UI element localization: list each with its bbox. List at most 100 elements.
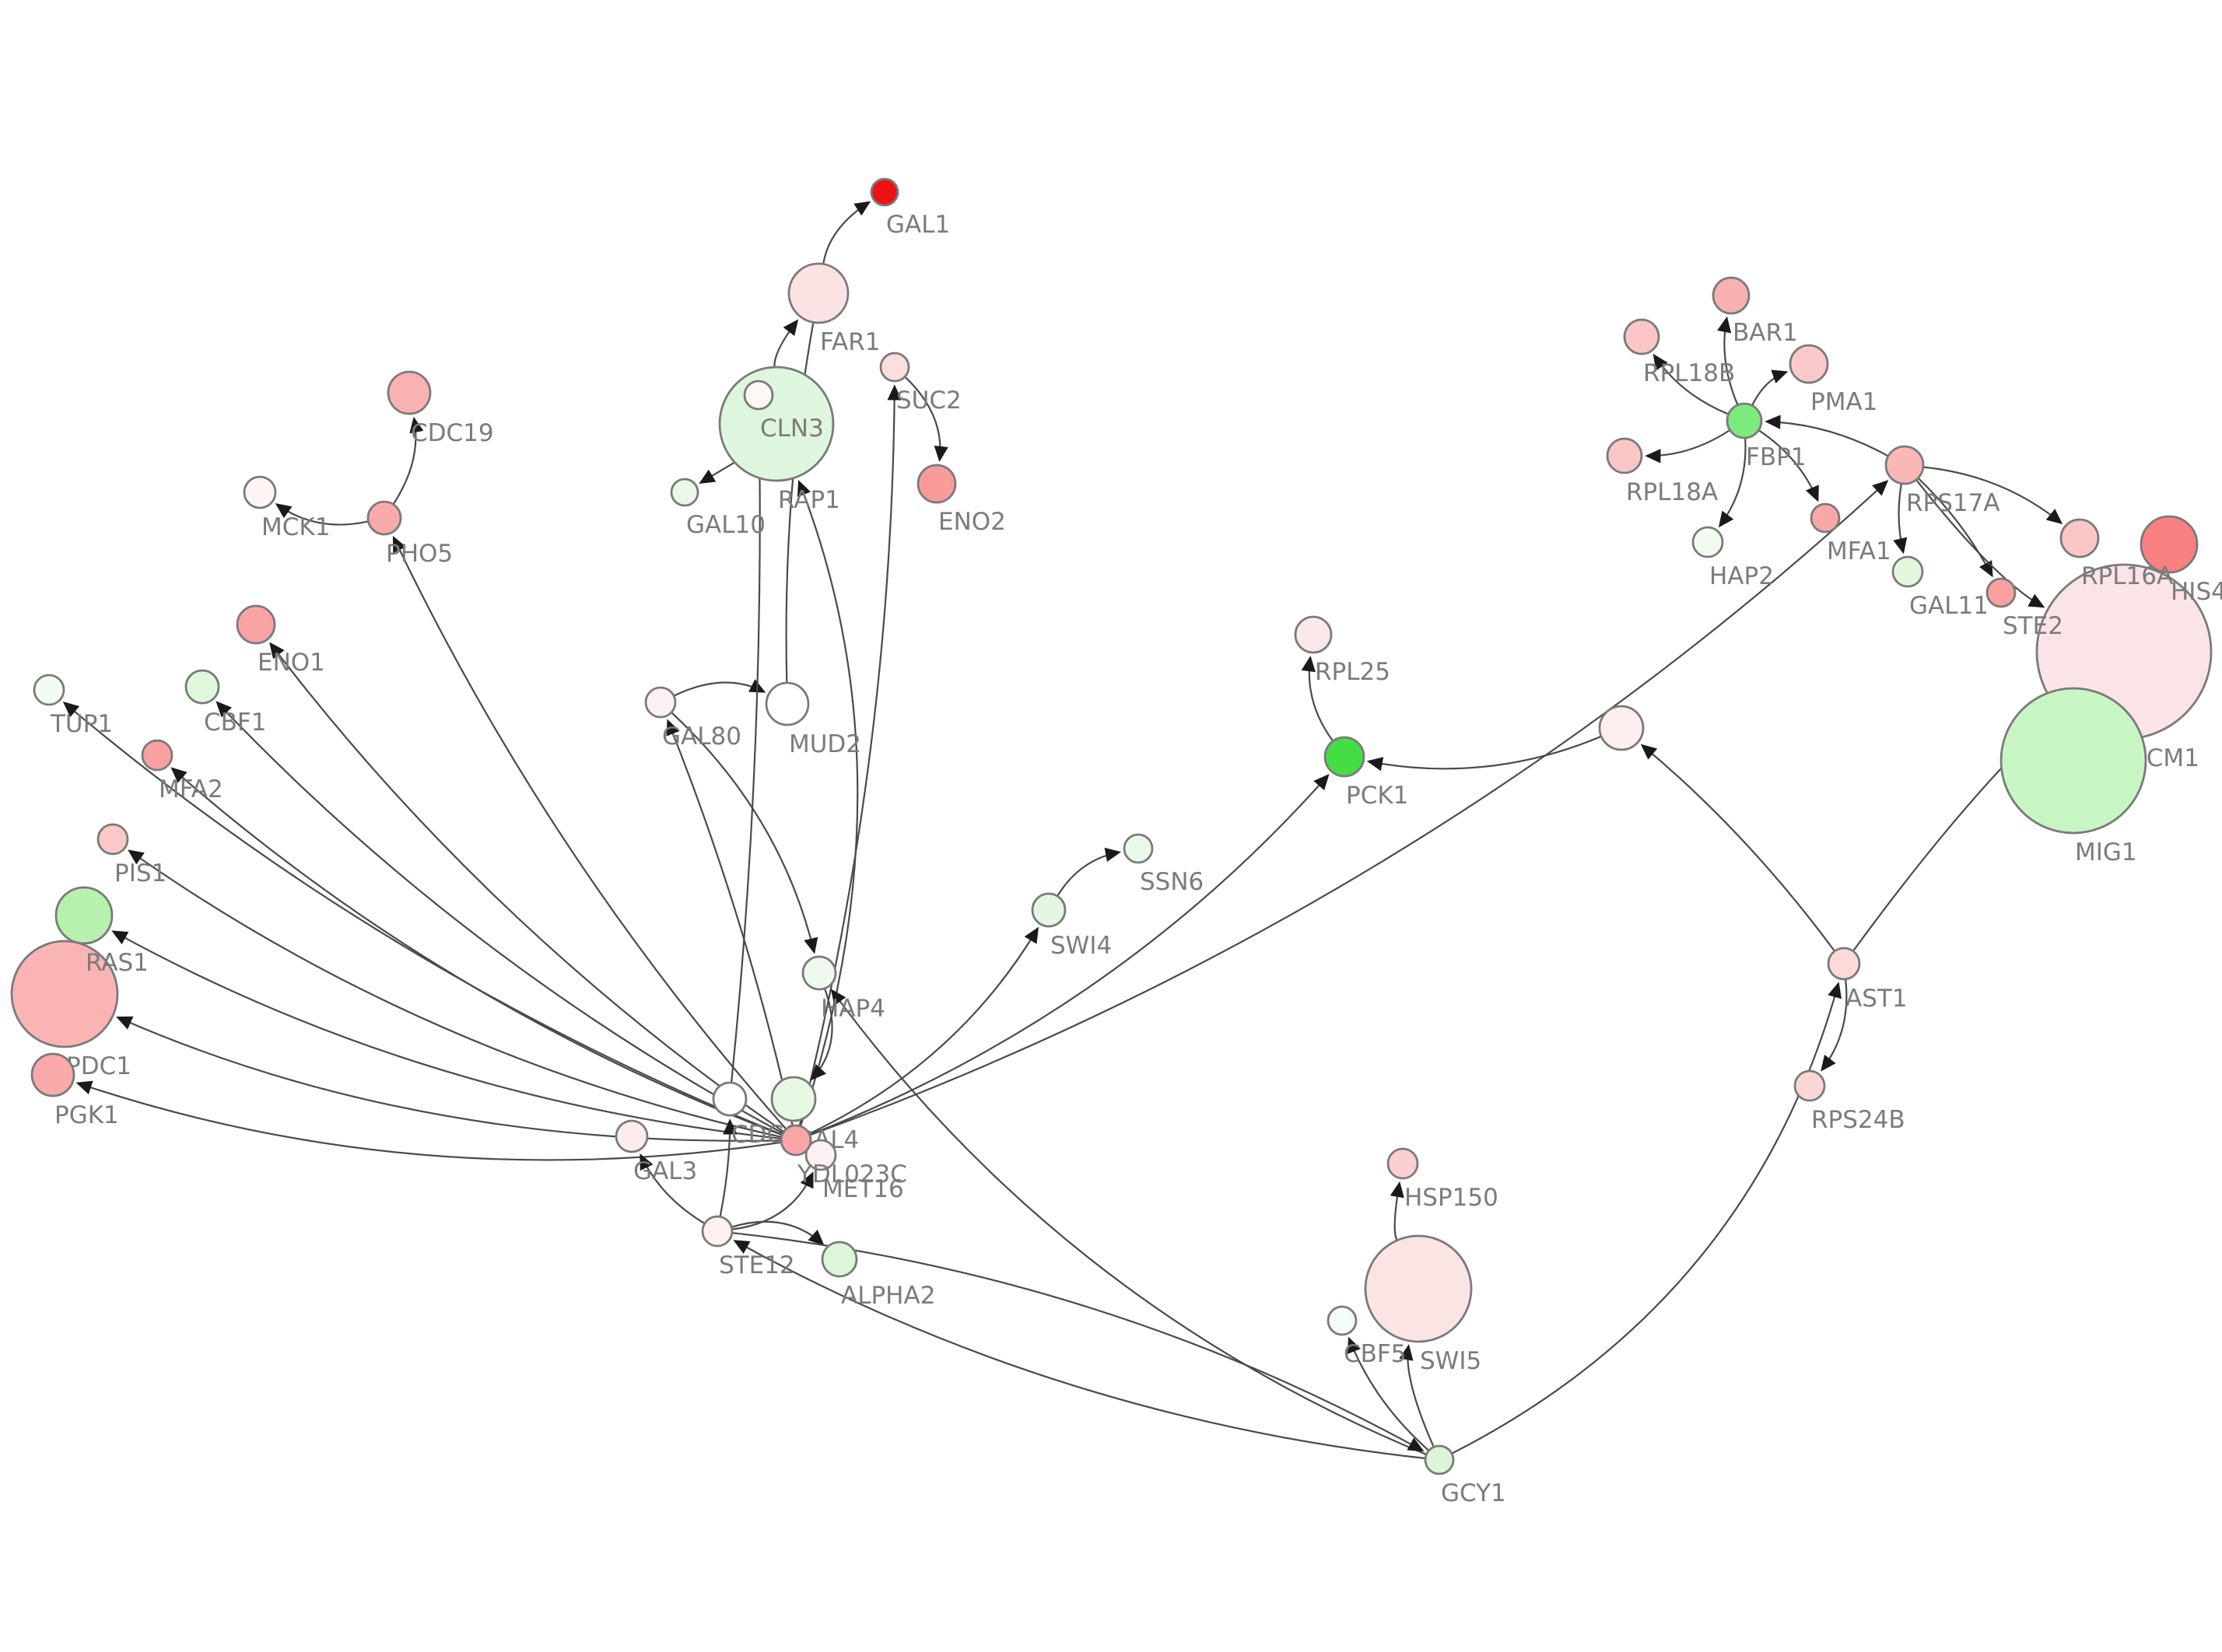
node-STE2[interactable] <box>1985 577 2017 608</box>
node-RAS1[interactable] <box>54 886 114 945</box>
node-ALPHA2[interactable] <box>821 1241 858 1278</box>
edge-FBP1-RPL18A[interactable] <box>1645 429 1730 464</box>
edge-HAP4-GAL4[interactable] <box>810 989 833 1081</box>
edge-GAL80-HAP4[interactable] <box>671 712 818 954</box>
edge-FAR1-MUD2[interactable] <box>785 323 815 683</box>
edge-STE12-MET16[interactable] <box>732 1171 814 1230</box>
node-CBF1[interactable] <box>184 669 220 705</box>
edge-YDL023C-SUC2[interactable] <box>798 384 902 1125</box>
node-SWI4[interactable] <box>1031 892 1067 928</box>
edge-FBP1-HAP2[interactable] <box>1718 438 1747 528</box>
edge-PCK1-RPL25[interactable] <box>1301 655 1334 741</box>
node-MIG1[interactable] <box>1999 687 2147 835</box>
edge-RAP1-FAR1[interactable] <box>773 319 799 367</box>
node-MCK1[interactable] <box>243 475 277 509</box>
node-CLN3[interactable] <box>743 380 774 411</box>
edge-YDL023C-GAL80[interactable] <box>666 719 794 1125</box>
node-CDC6[interactable] <box>712 1081 748 1117</box>
edge-SWI4-SSN6[interactable] <box>1057 847 1122 896</box>
node-unlabeled[interactable] <box>1598 705 1645 751</box>
edge-GAL80-MUD2[interactable] <box>674 679 766 697</box>
node-PIS1[interactable] <box>96 823 129 856</box>
edge-STE12-ALPHA2[interactable] <box>731 1220 825 1246</box>
edge-RPS17A-GAL11[interactable] <box>1893 484 1908 555</box>
edge-FBP1-PMA1[interactable] <box>1751 369 1789 405</box>
node-ENO2[interactable] <box>916 464 957 504</box>
node-MFA2[interactable] <box>141 739 173 772</box>
node-HIS4[interactable] <box>2140 515 2199 574</box>
edge-STE12-CDC6[interactable] <box>719 1118 738 1216</box>
edge-FBP1-MFA1[interactable] <box>1758 429 1819 502</box>
node-MET16[interactable] <box>804 1139 837 1171</box>
node-PMA1[interactable] <box>1789 344 1829 384</box>
edge-YDL023C-MFA2[interactable] <box>170 767 782 1136</box>
node-GCY1[interactable] <box>1424 1444 1455 1475</box>
edge-SUC2-ENO2[interactable] <box>905 376 948 462</box>
edge-YDL023C-TUP1[interactable] <box>62 702 782 1136</box>
edge-CDC6-CLN3[interactable] <box>731 409 761 1083</box>
node-GAL10[interactable] <box>670 478 699 507</box>
edge-PHO5-CDC19[interactable] <box>393 416 424 505</box>
edge-YDL023C-PHO5[interactable] <box>392 535 787 1129</box>
edge-SWI5-HSP150[interactable] <box>1390 1181 1404 1241</box>
edge-AST1-RPS24B[interactable] <box>1821 979 1848 1072</box>
node-RPL25[interactable] <box>1294 615 1333 654</box>
node-TUP1[interactable] <box>33 674 65 706</box>
edge-YDL023C-RAP1[interactable] <box>797 479 859 1126</box>
edge-YDL023C-PCK1[interactable] <box>810 773 1330 1136</box>
edge-GCY1-CBF5[interactable] <box>1347 1336 1429 1451</box>
node-PHO5[interactable] <box>366 500 402 536</box>
node-GAL3[interactable] <box>615 1119 649 1153</box>
node-STE12[interactable] <box>701 1215 734 1248</box>
node-CBF5[interactable] <box>1327 1305 1358 1336</box>
node-SSN6[interactable] <box>1123 833 1154 864</box>
node-HAP2[interactable] <box>1691 526 1724 558</box>
node-PCK1[interactable] <box>1323 736 1365 778</box>
node-YDL023C[interactable] <box>780 1124 812 1157</box>
edge-GCY1-STE12[interactable] <box>733 1240 1425 1459</box>
edge-GCY1-HAP4[interactable] <box>830 989 1426 1455</box>
node-GAL1[interactable] <box>870 177 899 207</box>
edge-YDL023C-PGK1[interactable] <box>75 1080 781 1161</box>
node-RPL18B[interactable] <box>1623 318 1660 355</box>
edge-RPS17A-FBP1[interactable] <box>1765 415 1888 457</box>
node-HSP150[interactable] <box>1386 1147 1419 1180</box>
node-GAL11[interactable] <box>1891 555 1924 588</box>
node-RPS24B[interactable] <box>1793 1069 1826 1102</box>
edge-YDL023C-CBF1[interactable] <box>216 701 783 1134</box>
node-ENO1[interactable] <box>236 604 276 645</box>
edge-YDL023C-PIS1[interactable] <box>128 849 781 1138</box>
edge-FBP1-BAR1[interactable] <box>1717 316 1739 405</box>
edge-RPS17A-RPL16A[interactable] <box>1923 466 2063 525</box>
edge-YDL023C-PDC1[interactable] <box>116 1016 781 1142</box>
node-SUC2[interactable] <box>879 352 910 383</box>
edge-RPS17A-STE2[interactable] <box>1918 478 1993 578</box>
edge-RAP1-GAL10[interactable] <box>699 461 734 485</box>
node-RPL16A[interactable] <box>2059 518 2100 558</box>
edge-NODE_A-PCK1[interactable] <box>1366 736 1601 772</box>
node-RPL18A[interactable] <box>1606 437 1643 474</box>
node-SWI5[interactable] <box>1364 1234 1473 1343</box>
edge-GCY1-SWI5[interactable] <box>1399 1344 1435 1447</box>
edge-GCY1-AST1[interactable] <box>1452 982 1842 1454</box>
node-MFA1[interactable] <box>1810 502 1841 534</box>
edge-PHO5-MCK1[interactable] <box>275 503 368 526</box>
edge-YDL023C-RPS17A[interactable] <box>810 480 1889 1136</box>
edge-YDL023C-ENO1[interactable] <box>269 642 784 1132</box>
node-AST1[interactable] <box>1827 947 1861 981</box>
node-GAL80[interactable] <box>644 686 677 719</box>
node-CDC19[interactable] <box>387 370 432 415</box>
node-BAR1[interactable] <box>1712 276 1751 315</box>
node-PGK1[interactable] <box>30 1052 75 1097</box>
edge-YDL023C-SWI4[interactable] <box>809 926 1039 1135</box>
node-FAR1[interactable] <box>787 262 850 324</box>
node-FBP1[interactable] <box>1726 402 1763 439</box>
node-HAP4[interactable] <box>801 955 837 991</box>
edge-RPS17A-MCM1[interactable] <box>1915 479 2045 608</box>
node-RPS17A[interactable] <box>1884 445 1925 485</box>
edge-YDL023C-RAS1[interactable] <box>111 930 781 1139</box>
edge-FBP1-RPL18B[interactable] <box>1652 353 1729 415</box>
edge-STE12-GAL3[interactable] <box>640 1153 705 1224</box>
